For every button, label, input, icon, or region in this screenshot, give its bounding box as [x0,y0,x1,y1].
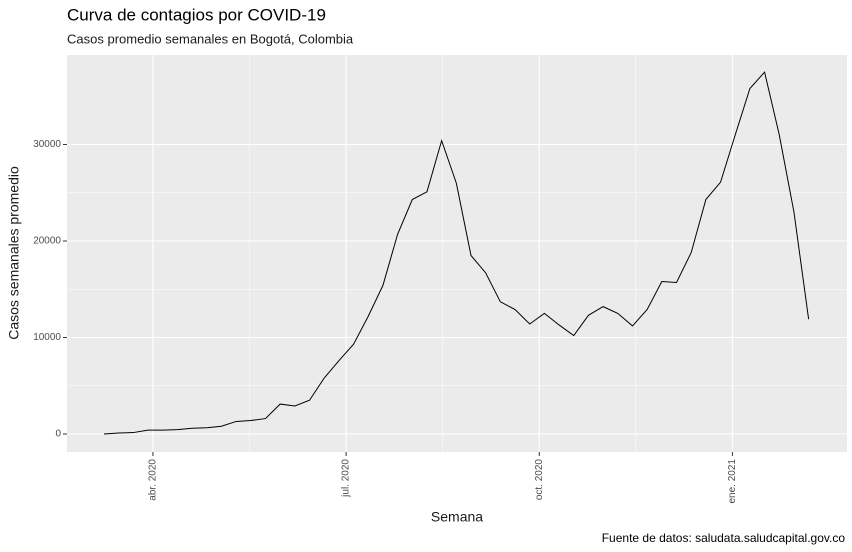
x-tick-label: ene. 2021 [727,459,738,504]
y-tick-label: 0 [55,429,61,440]
data-line [103,71,810,435]
plot-panel [67,55,847,452]
chart-subtitle: Casos promedio semanales en Bogotá, Colo… [67,31,354,46]
y-axis-title: Casos semanales promedio [6,166,22,340]
x-tick-label: oct. 2020 [534,459,545,501]
chart-title: Curva de contagios por COVID-19 [67,5,326,24]
y-tick-label: 10000 [33,332,61,343]
y-tick-label: 20000 [33,236,61,247]
x-tick-label: abr. 2020 [148,459,159,501]
y-tick-label: 30000 [33,139,61,150]
grid [67,55,847,452]
caption: Fuente de datos: saludata.saludcapital.g… [602,531,846,545]
x-tick-label: jul. 2020 [341,459,352,498]
x-axis-title: Semana [431,509,483,525]
